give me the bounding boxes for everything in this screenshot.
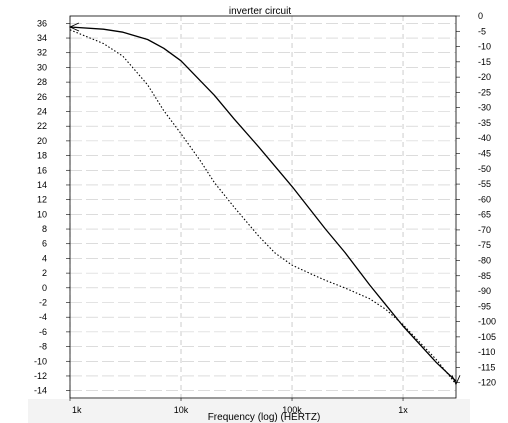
y-tick-label-right: -70 <box>478 225 491 235</box>
y-tick-label-left: 30 <box>37 62 47 72</box>
y-tick-label-right: -105 <box>478 332 496 342</box>
y-tick-label-right: -120 <box>478 378 496 388</box>
y-tick-label-right: -15 <box>478 57 491 67</box>
y-tick-label-left: 0 <box>42 283 47 293</box>
series-dotted-line <box>69 29 457 385</box>
y-tick-label-right: -10 <box>478 42 491 52</box>
y-tick-label-left: 32 <box>37 48 47 58</box>
y-axis-left: 363432302826242220181614121086420-2-4-6-… <box>34 18 70 396</box>
y-tick-label-left: 22 <box>37 121 47 131</box>
left-end-arrow-icon <box>68 22 80 32</box>
y-tick-label-right: -25 <box>478 87 491 97</box>
y-tick-label-right: -40 <box>478 133 491 143</box>
y-tick-label-left: 4 <box>42 253 47 263</box>
y-tick-label-right: 0 <box>478 11 483 21</box>
y-axis-right: 0 -5 -10 -15 -20 -25 -30 -35 -40 -45 -50 -55 -60 -65 -… <box>456 11 496 388</box>
y-tick-label-left: 36 <box>37 18 47 28</box>
y-tick-label-right: -95 <box>478 301 491 311</box>
y-tick-label-right: -85 <box>478 271 491 281</box>
x-tick-label: 1k <box>72 405 82 415</box>
y-tick-label-right: -50 <box>478 164 491 174</box>
y-tick-label-right: -115 <box>478 362 495 372</box>
y-tick-label-left: -14 <box>34 386 47 396</box>
y-tick-label-right: -30 <box>478 103 491 113</box>
x-axis-label: Frequency (log) (HERTZ) <box>208 412 321 423</box>
y-tick-label-right: -110 <box>478 347 495 357</box>
x-tick-label: 1x <box>398 405 408 415</box>
y-tick-label-right: -5 <box>478 26 486 36</box>
series-layer <box>68 22 461 386</box>
y-tick-label-right: -55 <box>478 179 491 189</box>
y-tick-label-left: 6 <box>42 239 47 249</box>
y-tick-label-left: -12 <box>34 371 47 381</box>
y-tick-label-left: 18 <box>37 151 47 161</box>
y-tick-label-right: -35 <box>478 118 491 128</box>
y-tick-label-right: -60 <box>478 194 491 204</box>
x-axis: 1k 10k 100k 1x <box>69 398 408 415</box>
y-tick-label-left: -4 <box>39 312 47 322</box>
y-tick-label-left: -10 <box>34 356 47 366</box>
y-tick-label-left: -8 <box>39 342 47 352</box>
y-tick-label-left: -2 <box>39 298 47 308</box>
x-axis-band <box>28 399 470 423</box>
y-tick-label-right: -75 <box>478 240 491 250</box>
y-tick-label-left: 10 <box>37 209 47 219</box>
y-tick-label-left: 24 <box>37 107 47 117</box>
y-tick-label-left: 28 <box>37 77 47 87</box>
y-tick-label-left: 8 <box>42 224 47 234</box>
y-tick-label-right: -100 <box>478 317 496 327</box>
plot-frame <box>69 15 457 399</box>
series-solid-line <box>69 26 457 382</box>
y-tick-label-left: 26 <box>37 92 47 102</box>
y-tick-label-left: 14 <box>37 180 47 190</box>
chart-title: inverter circuit <box>229 6 291 17</box>
y-tick-label-right: -45 <box>478 149 491 159</box>
x-tick-label: 10k <box>174 405 189 415</box>
y-tick-label-left: 34 <box>37 33 47 43</box>
y-tick-label-right: -65 <box>478 210 491 220</box>
x-tick-label: 100k <box>282 405 302 415</box>
y-tick-label-left: 20 <box>37 136 47 146</box>
y-tick-label-right: -80 <box>478 255 491 265</box>
right-end-arrow-icon <box>451 375 461 386</box>
grid <box>69 16 456 398</box>
y-tick-label-right: -20 <box>478 72 491 82</box>
y-tick-label-left: -6 <box>39 327 47 337</box>
y-tick-label-right: -90 <box>478 286 491 296</box>
y-tick-label-left: 12 <box>37 195 47 205</box>
y-tick-label-left: 16 <box>37 165 47 175</box>
y-tick-label-left: 2 <box>42 268 47 278</box>
